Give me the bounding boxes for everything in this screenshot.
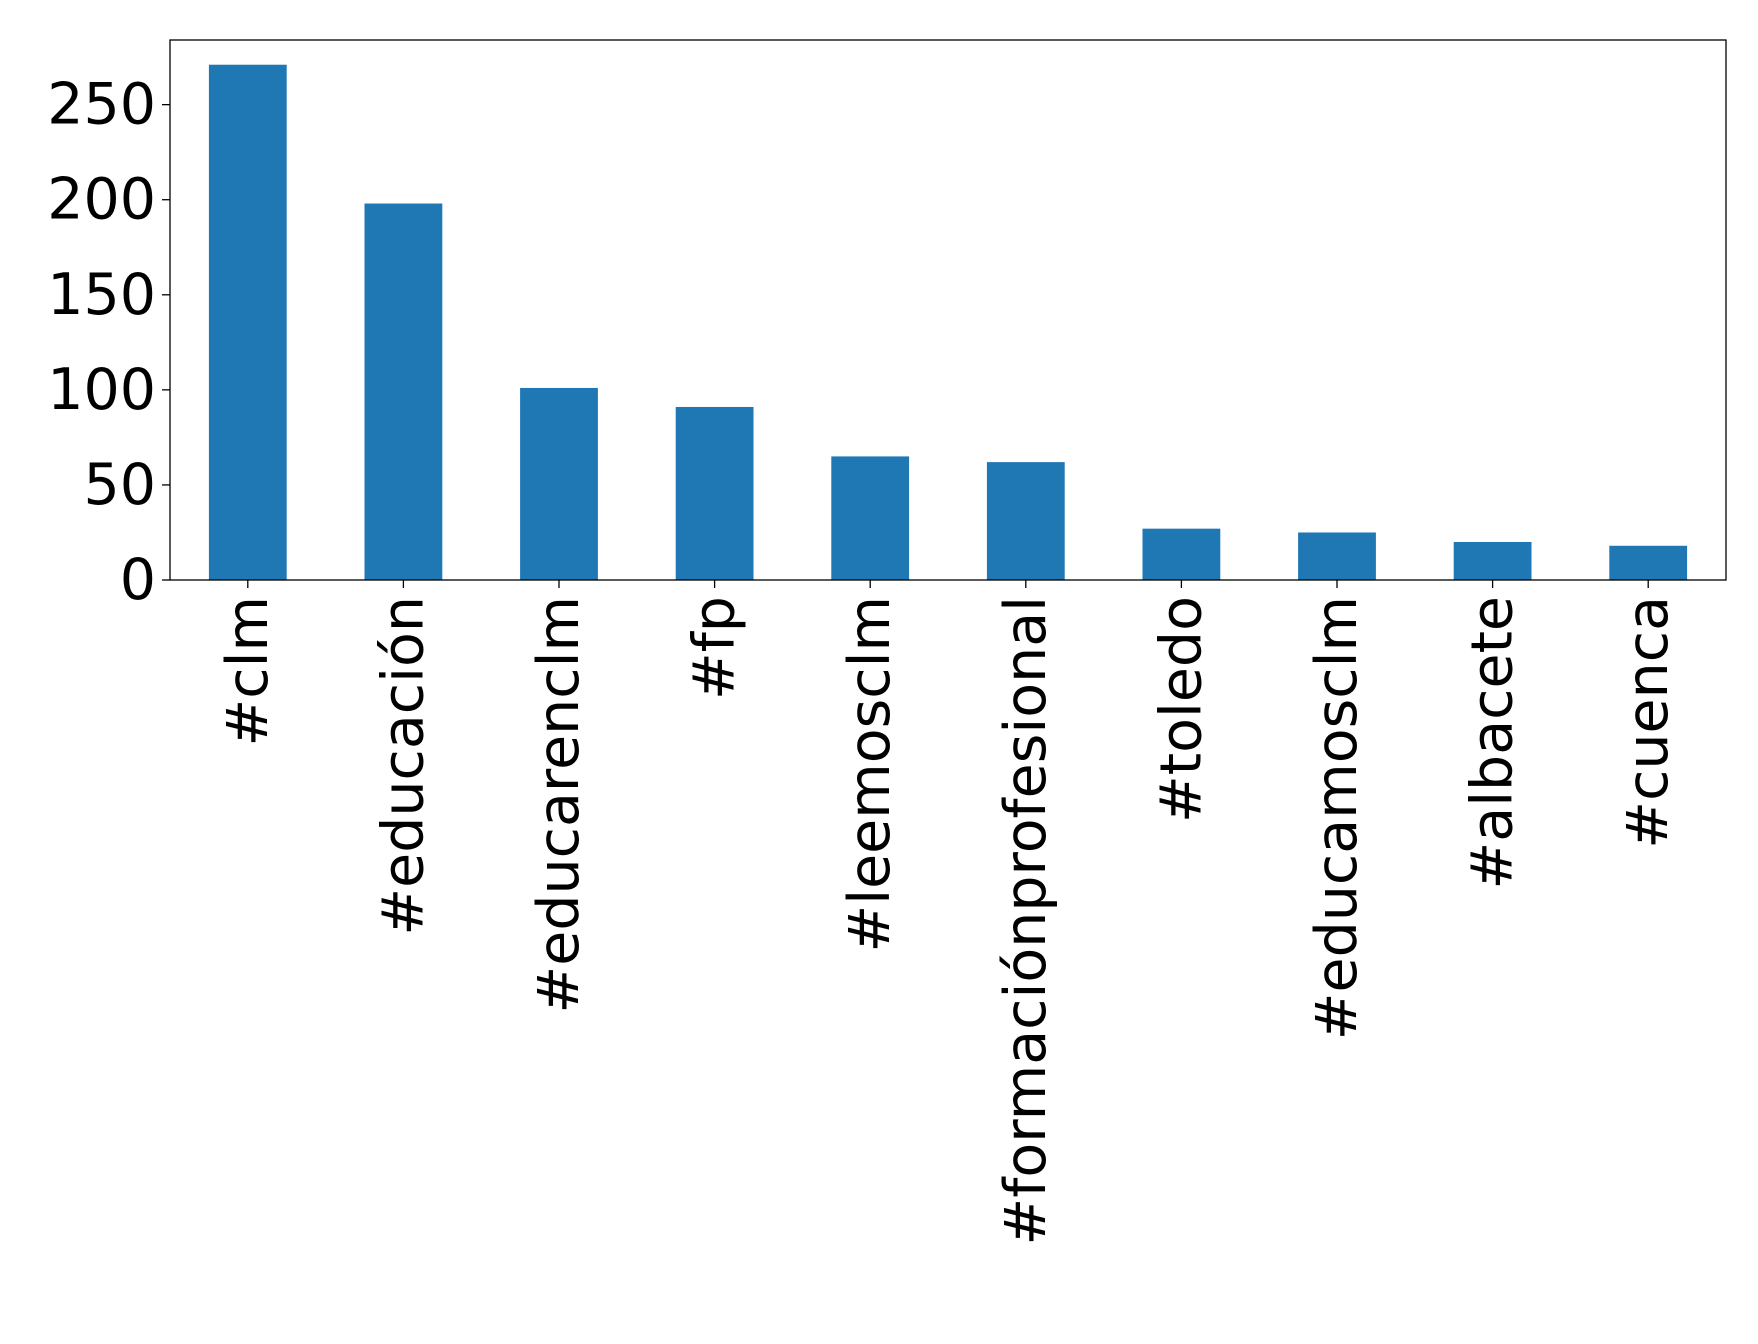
x-tick-label-3: #fp — [682, 596, 748, 700]
bar-7 — [1298, 532, 1376, 580]
bar-8 — [1453, 541, 1532, 580]
y-tick-label-1: 50 — [83, 452, 156, 518]
bar-6 — [1142, 528, 1221, 580]
bars-layer — [208, 64, 1688, 581]
x-tick-label-6: #toledo — [1148, 596, 1214, 823]
bar-0 — [208, 64, 287, 580]
x-tick-label-9: #cuenca — [1615, 596, 1681, 849]
plot-frame — [169, 39, 1727, 581]
x-tick-label-4: #leemosclm — [837, 596, 903, 953]
y-axis: 0 50 100 150 200 250 — [47, 72, 170, 613]
y-tick-label-4: 200 — [47, 167, 156, 233]
bar-4 — [831, 456, 910, 580]
x-tick-label-5: #formaciónprofesional — [993, 596, 1059, 1245]
y-tick-label-3: 150 — [47, 262, 156, 328]
bar-5 — [986, 462, 1065, 580]
x-tick-label-2: #educarenclm — [526, 596, 592, 1013]
y-tick-label-5: 250 — [47, 72, 156, 138]
x-tick-label-8: #albacete — [1460, 596, 1526, 889]
bar-9 — [1609, 545, 1688, 580]
x-axis: #clm #educación #educarenclm #fp #leemosclm #… — [215, 580, 1681, 1245]
x-tick-label-1: #educación — [370, 596, 436, 936]
y-tick-label-0: 0 — [120, 547, 156, 613]
x-tick-label-7: #educamosclm — [1304, 596, 1370, 1040]
y-tick-label-2: 100 — [47, 357, 156, 423]
x-tick-label-0: #clm — [215, 596, 281, 746]
bar-2 — [520, 387, 598, 580]
bar-3 — [675, 406, 754, 580]
bar-1 — [364, 203, 443, 581]
